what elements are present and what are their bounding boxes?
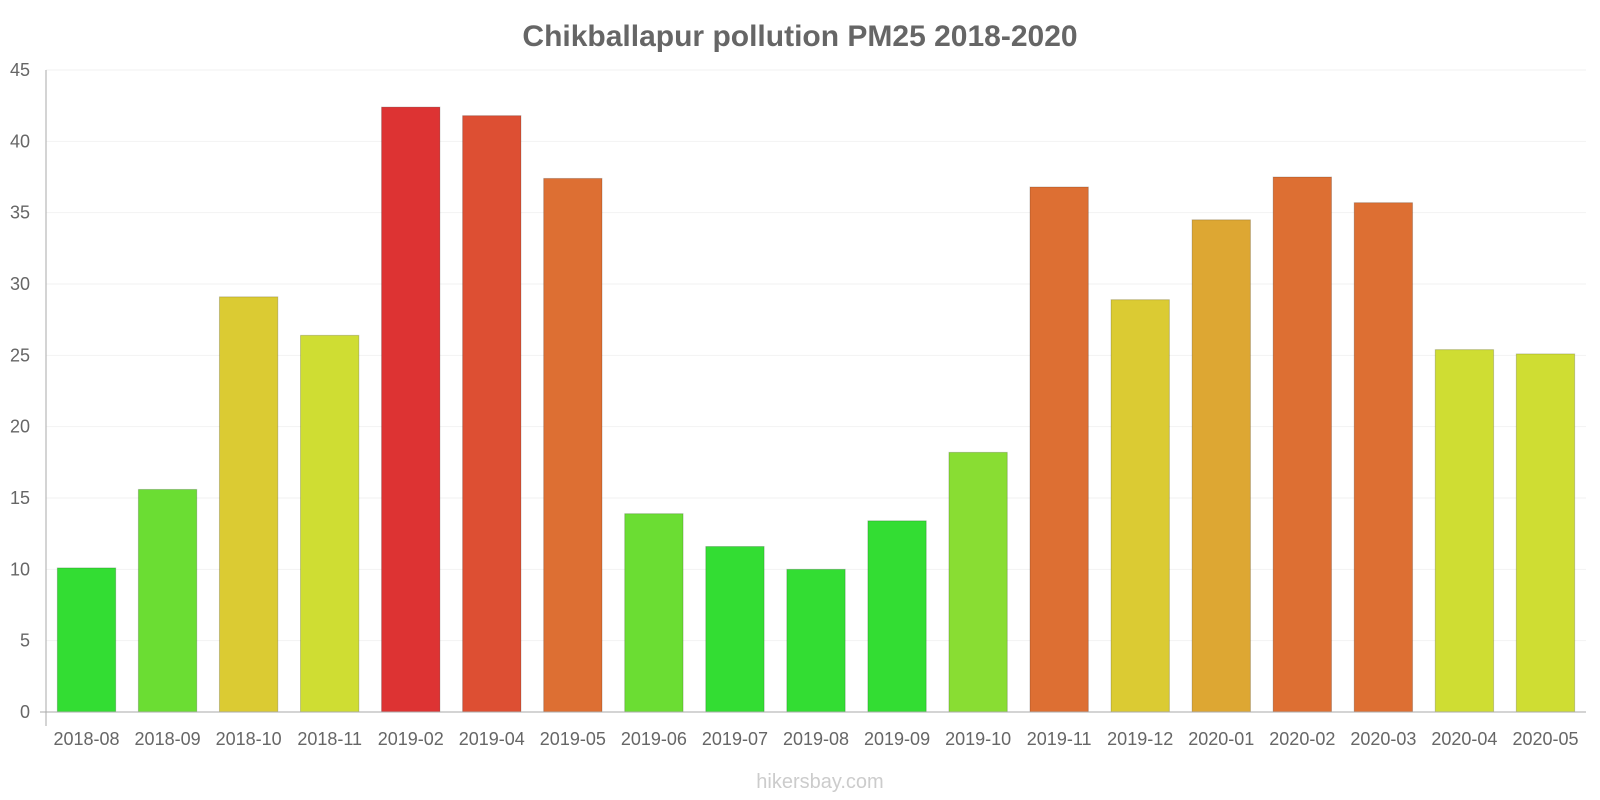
y-tick-label: 35 [10, 203, 30, 223]
x-tick-label: 2019-02 [378, 729, 444, 749]
bar-2019-09 [867, 520, 927, 713]
x-tick-label: 2018-11 [297, 729, 362, 749]
bar-2019-05 [543, 177, 603, 713]
y-tick-label: 10 [10, 559, 30, 579]
watermark: hikersbay.com [756, 771, 883, 793]
bar-2018-11 [300, 334, 360, 713]
x-tick-label: 2019-10 [945, 729, 1011, 749]
bar-2019-07 [705, 546, 765, 713]
x-tick-label: 2019-11 [1027, 729, 1092, 749]
bar-2019-04 [462, 115, 522, 713]
x-tick-label: 2020-04 [1431, 729, 1497, 749]
x-tick-label: 2019-07 [702, 729, 768, 749]
bar-2018-10 [218, 296, 279, 713]
x-tick-label: 2019-05 [540, 729, 606, 749]
y-tick-label: 15 [10, 488, 30, 508]
y-tick-label: 45 [10, 60, 30, 80]
bar-2020-01 [1191, 219, 1251, 713]
x-tick-label: 2019-09 [864, 729, 930, 749]
bar-2020-02 [1272, 176, 1332, 713]
x-tick-label: 2019-04 [459, 729, 525, 749]
x-tick-label: 2019-06 [621, 729, 687, 749]
bar-2020-04 [1434, 349, 1495, 713]
bar-2019-06 [624, 513, 684, 713]
x-tick-label: 2018-09 [135, 729, 201, 749]
y-tick-label: 40 [10, 131, 30, 151]
bar-2018-09 [137, 488, 198, 713]
chart-title: Chikballapur pollution PM25 2018-2020 [522, 20, 1077, 53]
bar-series [56, 106, 1576, 713]
bar-2019-08 [786, 568, 846, 713]
y-tick-label: 5 [20, 631, 30, 651]
x-tick-label: 2018-08 [53, 729, 119, 749]
y-tick-label: 0 [20, 702, 30, 722]
y-tick-label: 30 [10, 274, 30, 294]
x-tick-label: 2020-05 [1512, 729, 1578, 749]
x-tick-label: 2019-12 [1107, 729, 1173, 749]
bar-2019-12 [1110, 299, 1170, 713]
bar-2020-05 [1515, 353, 1576, 713]
x-tick-label: 2020-02 [1269, 729, 1335, 749]
bar-2020-03 [1353, 202, 1414, 713]
y-axis-ticks: 0 5 10 15 20 25 30 35 40 45 [10, 60, 30, 722]
y-tick-label: 20 [10, 417, 30, 437]
x-axis-ticks: 2018-08 2018-09 2018-10 2018-11 2019-02 2019-… [53, 729, 1578, 749]
x-tick-label: 2018-10 [216, 729, 282, 749]
x-tick-label: 2020-03 [1350, 729, 1416, 749]
x-tick-label: 2019-08 [783, 729, 849, 749]
bar-2019-11 [1029, 186, 1089, 713]
x-tick-label: 2020-01 [1188, 729, 1254, 749]
bar-2019-02 [381, 106, 441, 713]
bar-2019-10 [948, 451, 1008, 713]
y-tick-label: 25 [10, 345, 30, 365]
bar-2018-08 [56, 567, 117, 713]
